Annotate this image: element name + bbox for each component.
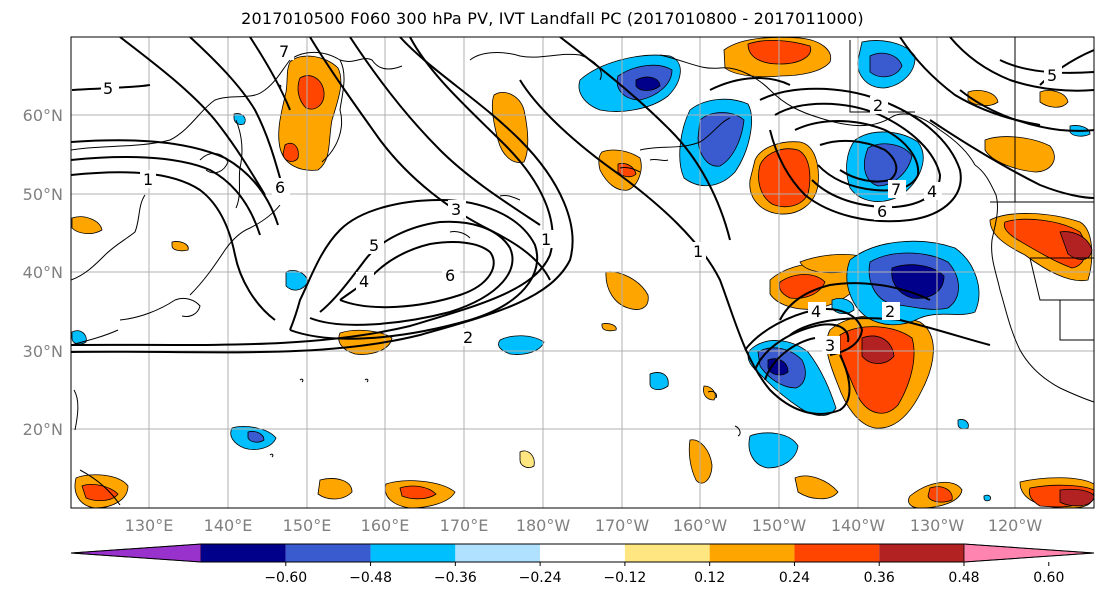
positive-anomaly-shading (71, 37, 1094, 508)
colorbar-segment (455, 544, 541, 562)
lon-label: 140°W (831, 516, 886, 535)
lon-label: 140°E (204, 516, 253, 535)
contour-label: 1 (541, 230, 551, 249)
lon-label: 150°W (752, 516, 807, 535)
lon-label: 160°W (673, 516, 728, 535)
contour-labels: 5 7 1 6 3 1 5 4 6 2 1 2 5 6 (101, 42, 1062, 355)
colorbar-segment (879, 544, 964, 562)
colorbar-tick-label: 0.12 (694, 570, 725, 586)
colorbar-tick-label: −0.12 (603, 570, 646, 586)
colorbar-segment (540, 544, 625, 562)
contour-label: 2 (463, 328, 473, 347)
latitude-labels: 60°N 50°N 40°N 30°N 20°N (23, 106, 63, 439)
lon-label: 160°E (361, 516, 410, 535)
colorbar-extend-low (70, 543, 202, 563)
map-title: 2017010500 F060 300 hPa PV, IVT Landfall… (241, 9, 864, 28)
colorbar-segment (285, 544, 371, 562)
lat-label: 20°N (23, 420, 63, 439)
contour-label: 6 (275, 178, 285, 197)
colorbar-outline (70, 543, 1095, 563)
contour-label: 5 (369, 236, 379, 255)
colorbar-tick-label: −0.60 (264, 570, 307, 586)
contour-label: 7 (279, 42, 289, 61)
contour-label: 7 (891, 180, 901, 199)
longitude-labels: 130°E 140°E 150°E 160°E 170°E 180°W 170°… (125, 516, 1043, 535)
plot-frame (70, 36, 1095, 509)
contour-label: 1 (143, 170, 153, 189)
contour-label: 4 (811, 302, 821, 321)
contour-label: 5 (1047, 66, 1057, 85)
colorbar-tick-label: 0.60 (1033, 570, 1064, 586)
lat-label: 40°N (23, 263, 63, 282)
contour-label: 6 (445, 266, 455, 285)
contour-label: 3 (451, 200, 461, 219)
contour-label: 6 (877, 202, 887, 221)
lat-label: 60°N (23, 106, 63, 125)
pv-contours (71, 37, 1094, 415)
colorbar-segment (709, 544, 795, 562)
contour-label: 1 (693, 242, 703, 261)
lon-label: 130°E (125, 516, 174, 535)
colorbar-tick-label: −0.48 (349, 570, 392, 586)
lon-label: 150°E (283, 516, 332, 535)
gridlines (71, 37, 1094, 508)
colorbar-segment (201, 544, 286, 562)
lon-label: 120°W (988, 516, 1043, 535)
contour-label: 4 (927, 182, 937, 201)
coastlines (71, 37, 1094, 506)
colorbar-segment (794, 544, 880, 562)
colorbar-tick-label: −0.36 (434, 570, 477, 586)
lat-label: 30°N (23, 342, 63, 361)
negative-anomaly-shading (71, 40, 1091, 502)
lon-label: 130°W (910, 516, 965, 535)
lon-label: 180°W (516, 516, 571, 535)
colorbar-tick-label: 0.24 (779, 570, 810, 586)
colorbar-segment (370, 544, 456, 562)
contour-label: 3 (825, 336, 835, 355)
colorbar-segment (624, 544, 710, 562)
colorbar-tick-label: 0.48 (948, 570, 979, 586)
colorbar-extend-high (963, 543, 1095, 563)
colorbar-tick-label: −0.24 (519, 570, 562, 586)
lon-label: 170°W (595, 516, 650, 535)
contour-label: 2 (873, 96, 883, 115)
contour-label: 5 (103, 79, 113, 98)
lat-label: 50°N (23, 185, 63, 204)
colorbar-tick-label: 0.36 (864, 570, 895, 586)
lon-label: 170°E (440, 516, 489, 535)
contour-label: 4 (359, 272, 369, 291)
colorbar: −0.60 −0.48 −0.36 −0.24 −0.12 0.12 0.24 0.36 0.4… (70, 543, 1095, 586)
contour-label: 2 (885, 302, 895, 321)
